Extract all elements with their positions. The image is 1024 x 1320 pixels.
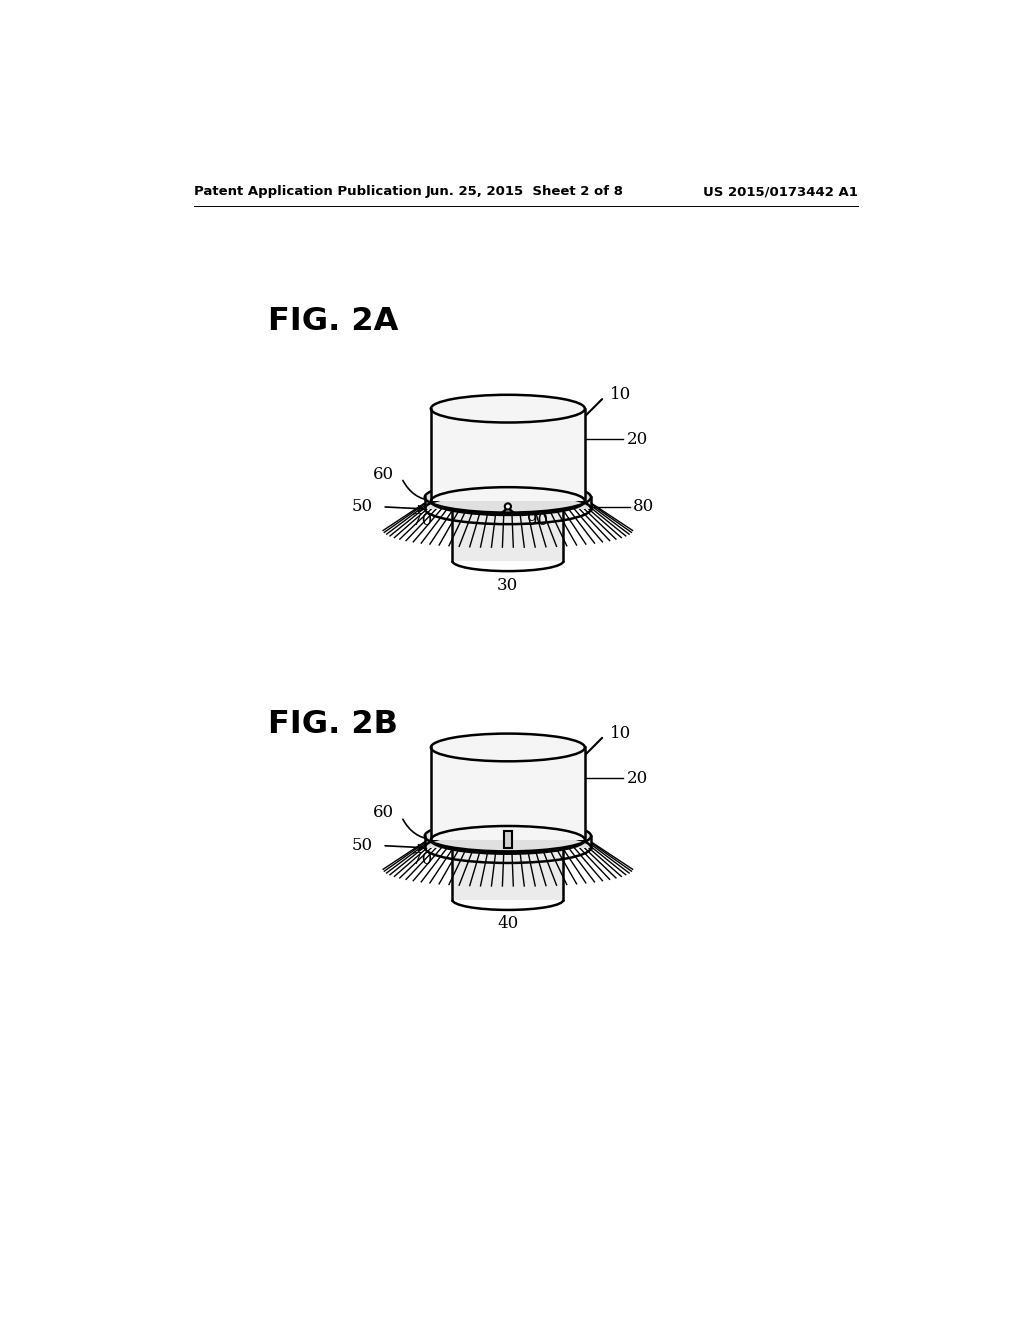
Text: 70: 70 [412, 851, 433, 869]
Text: 60: 60 [373, 466, 394, 483]
Text: 90: 90 [527, 512, 548, 529]
Polygon shape [431, 747, 585, 840]
Text: 80: 80 [633, 499, 654, 515]
Polygon shape [453, 842, 563, 900]
Polygon shape [453, 503, 563, 561]
Text: 30: 30 [498, 577, 518, 594]
Ellipse shape [431, 734, 585, 762]
Text: 10: 10 [609, 387, 631, 404]
Text: 20: 20 [627, 430, 648, 447]
Text: FIG. 2B: FIG. 2B [267, 709, 397, 741]
Ellipse shape [431, 395, 585, 422]
Polygon shape [504, 830, 512, 847]
Text: 60: 60 [373, 804, 394, 821]
Ellipse shape [425, 821, 591, 851]
Text: FIG. 2A: FIG. 2A [267, 306, 398, 337]
Ellipse shape [453, 832, 563, 853]
Circle shape [505, 503, 511, 510]
Text: 70: 70 [412, 512, 433, 529]
Polygon shape [425, 498, 591, 508]
Text: 50: 50 [351, 837, 373, 854]
Text: 10: 10 [609, 725, 631, 742]
Text: 20: 20 [627, 770, 648, 787]
Text: Jun. 25, 2015  Sheet 2 of 8: Jun. 25, 2015 Sheet 2 of 8 [426, 185, 624, 198]
Ellipse shape [425, 482, 591, 512]
Text: Patent Application Publication: Patent Application Publication [194, 185, 422, 198]
Text: 40: 40 [498, 915, 518, 932]
Ellipse shape [453, 494, 563, 513]
Polygon shape [425, 836, 591, 847]
Text: US 2015/0173442 A1: US 2015/0173442 A1 [703, 185, 858, 198]
Polygon shape [431, 409, 585, 502]
Text: 50: 50 [351, 499, 373, 515]
